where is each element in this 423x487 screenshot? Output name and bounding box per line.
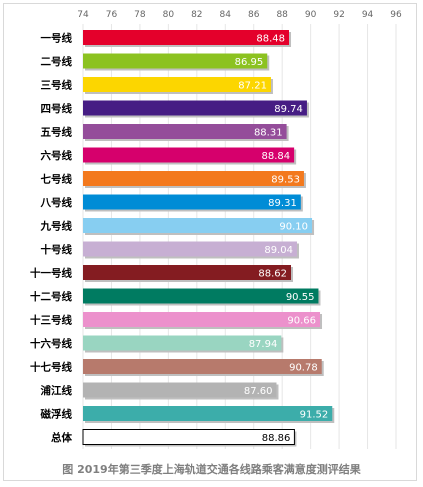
- category-label: 三号线: [41, 79, 73, 92]
- x-tick-label: 96: [390, 10, 402, 20]
- value-label: 87.21: [238, 81, 267, 92]
- x-axis-ticks: 74 76 78 80 82 84 86 88 90 92 94 96: [77, 10, 402, 20]
- category-label: 十七号线: [30, 361, 72, 374]
- value-label: 86.95: [235, 57, 264, 68]
- bar: [83, 359, 322, 374]
- value-label: 88.84: [261, 151, 290, 162]
- category-label: 总体: [51, 431, 72, 444]
- chart-caption: 图 2019年第三季度上海轨道交通各线路乘客满意度测评结果: [62, 463, 361, 476]
- bar: [83, 124, 287, 139]
- category-label: 二号线: [41, 55, 73, 68]
- bar: [83, 53, 268, 69]
- category-label: 四号线: [41, 102, 73, 115]
- bar: [83, 194, 301, 210]
- value-label: 88.86: [262, 433, 291, 444]
- value-label: 90.66: [287, 316, 316, 327]
- category-label: 五号线: [41, 126, 73, 139]
- category-label: 十号线: [41, 243, 73, 256]
- bar: [83, 77, 271, 92]
- value-label: 87.60: [244, 386, 273, 397]
- bar: [83, 241, 297, 257]
- value-label: 89.04: [264, 245, 293, 256]
- bar: [83, 288, 319, 304]
- bar: [83, 218, 313, 233]
- bar: [83, 335, 282, 351]
- category-label: 七号线: [41, 173, 73, 186]
- x-tick-label: 78: [134, 10, 146, 20]
- category-label: 浦江线: [41, 384, 73, 397]
- value-label: 89.53: [271, 175, 300, 186]
- bar: [83, 100, 307, 116]
- value-label: 88.31: [254, 128, 283, 139]
- x-tick-label: 82: [191, 10, 202, 20]
- bar: [83, 30, 290, 45]
- category-label: 十一号线: [30, 267, 72, 280]
- category-label: 十三号线: [30, 314, 72, 327]
- value-label: 88.62: [258, 269, 287, 280]
- x-tick-label: 90: [305, 10, 317, 20]
- bar: [83, 382, 277, 398]
- x-tick-label: 92: [333, 10, 344, 20]
- x-tick-label: 76: [106, 10, 118, 20]
- value-label: 87.94: [249, 339, 278, 350]
- bar: [83, 312, 321, 327]
- value-label: 90.78: [289, 363, 318, 374]
- bar: [83, 406, 333, 421]
- category-labels: 一号线二号线三号线四号线五号线六号线七号线八号线九号线十号线十一号线十二号线十三…: [30, 32, 72, 445]
- x-tick-label: 80: [163, 10, 175, 20]
- x-tick-label: 84: [220, 10, 232, 20]
- category-label: 磁浮线: [41, 408, 73, 421]
- value-labels: 88.48 86.95 87.21 89.74 88.31 88.84 89.53 89.31…: [235, 34, 329, 445]
- category-label: 九号线: [40, 220, 73, 233]
- category-label: 十六号线: [30, 337, 72, 350]
- value-label: 88.48: [256, 34, 285, 45]
- bar: [83, 147, 295, 163]
- category-label: 十二号线: [30, 290, 72, 303]
- bars: [82, 30, 335, 447]
- x-tick-label: 88: [276, 10, 288, 20]
- bar: [83, 265, 292, 280]
- value-label: 90.10: [279, 222, 308, 233]
- value-label: 89.31: [268, 198, 297, 209]
- category-label: 六号线: [41, 149, 73, 162]
- x-tick-label: 74: [77, 10, 89, 20]
- x-tick-label: 94: [362, 10, 374, 20]
- bar: [82, 429, 295, 445]
- category-label: 一号线: [41, 32, 73, 45]
- category-label: 八号线: [40, 196, 73, 209]
- value-label: 90.55: [286, 292, 315, 303]
- value-label: 91.52: [300, 410, 329, 421]
- grid-lines: [82, 24, 397, 449]
- value-label: 89.74: [274, 104, 303, 115]
- bar: [83, 171, 304, 186]
- x-tick-label: 86: [248, 10, 260, 20]
